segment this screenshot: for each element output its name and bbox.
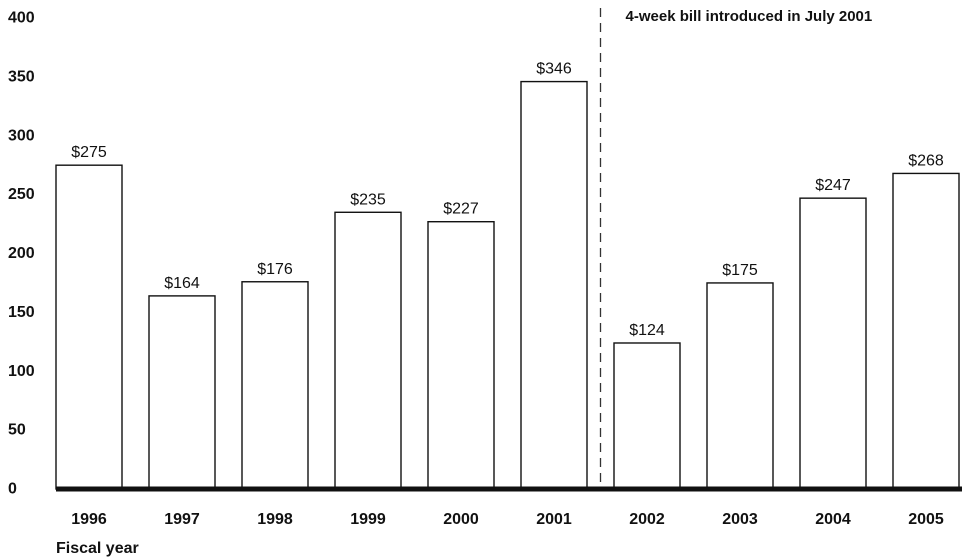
bar — [148, 295, 216, 490]
x-tick-label: 1996 — [71, 511, 107, 528]
y-tick-label: 250 — [8, 186, 35, 203]
x-tick-label: 2004 — [815, 511, 851, 528]
y-tick-label: 100 — [8, 363, 35, 380]
y-tick-label: 150 — [8, 304, 35, 321]
x-tick-label: 1999 — [350, 511, 386, 528]
bar-value-label: $346 — [536, 61, 572, 78]
y-tick-label: 0 — [8, 481, 17, 498]
bar — [334, 211, 402, 490]
x-axis-title: Fiscal year — [56, 540, 139, 557]
bars: $275 $164 $176 $235 $227 $346 $124 $175 $247 $268 — [55, 61, 962, 492]
bar-value-label: $227 — [443, 201, 479, 218]
x-tick-label: 2002 — [629, 511, 665, 528]
bar — [520, 80, 588, 490]
bar-value-label: $124 — [629, 322, 665, 339]
y-tick-label: 200 — [8, 245, 35, 262]
y-tick-label: 300 — [8, 127, 35, 144]
x-tick-label: 1998 — [257, 511, 293, 528]
bar-value-label: $275 — [71, 144, 107, 161]
bar-value-label: $176 — [257, 261, 293, 278]
y-tick-label: 350 — [8, 68, 35, 85]
y-tick-label: 400 — [8, 10, 35, 27]
x-tick-label: 2005 — [908, 511, 944, 528]
bar — [799, 197, 867, 490]
x-tick-label: 1997 — [164, 511, 200, 528]
x-tick-label: 2000 — [443, 511, 479, 528]
bar-value-label: $164 — [164, 275, 200, 292]
bar — [427, 221, 495, 490]
bar-value-label: $247 — [815, 177, 851, 194]
bar-value-label: $268 — [908, 152, 944, 169]
bar-value-label: $235 — [350, 191, 386, 208]
y-axis: 0 50 100 150 200 250 300 350 400 — [8, 10, 35, 498]
bar — [892, 172, 960, 490]
annotation-text: 4-week bill introduced in July 2001 — [626, 8, 873, 25]
x-axis: 1996 1997 1998 1999 2000 2001 2002 2003 2004 2005 — [71, 511, 944, 528]
x-tick-label: 2003 — [722, 511, 758, 528]
x-tick-label: 2001 — [536, 511, 572, 528]
bar — [613, 342, 681, 490]
bar-value-label: $175 — [722, 262, 758, 279]
bar — [706, 282, 774, 490]
bar — [55, 164, 123, 490]
bar — [241, 281, 309, 490]
y-tick-label: 50 — [8, 422, 26, 439]
